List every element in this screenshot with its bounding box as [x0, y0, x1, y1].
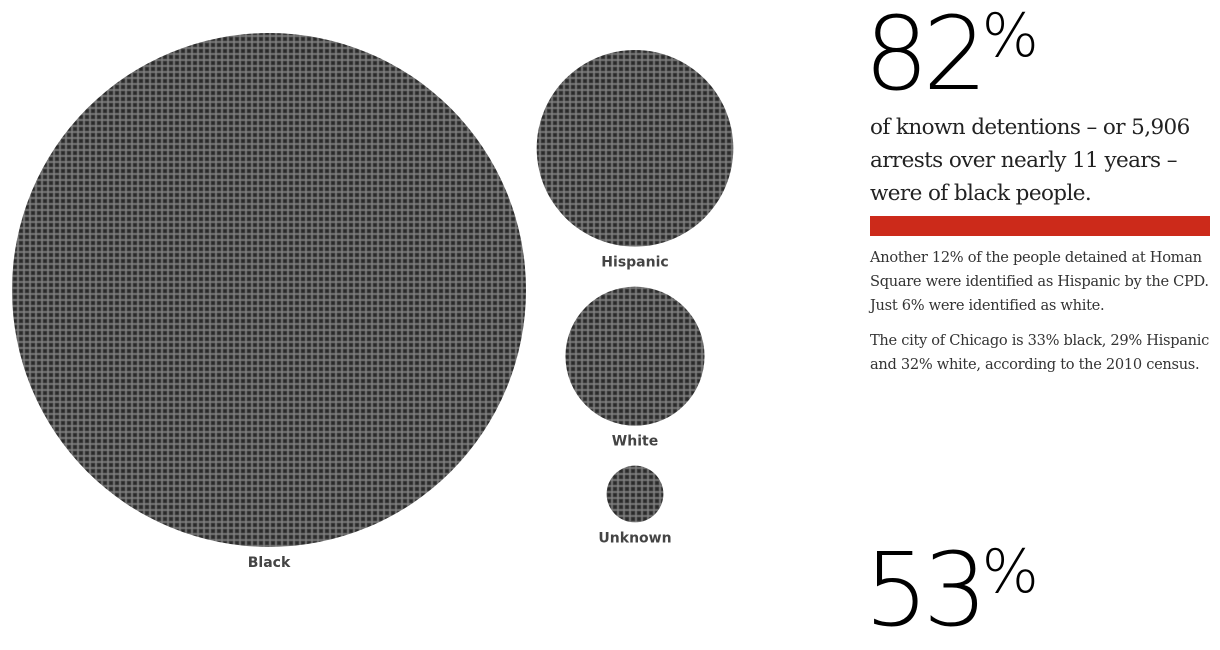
bubble-chart: Black Hispanic White Unknown — [12, 33, 734, 571]
stat1-number: 82 — [864, 0, 988, 114]
label-hispanic: Hispanic — [601, 255, 668, 271]
stat-82-percent: 82% — [864, 4, 1039, 106]
stat2-percent-sign: % — [981, 537, 1039, 607]
label-unknown: Unknown — [598, 530, 671, 546]
bubble-hispanic — [536, 50, 734, 247]
paragraph-census: The city of Chicago is 33% black, 29% Hi… — [870, 332, 1210, 373]
red-accent-bar — [870, 216, 1210, 236]
bubble-black — [12, 33, 526, 547]
label-white: White — [612, 434, 658, 450]
label-black: Black — [248, 555, 291, 571]
stat2-number: 53 — [864, 531, 988, 650]
stat1-percent-sign: % — [981, 1, 1039, 71]
bubble-unknown — [606, 465, 664, 523]
bubble-white — [565, 286, 705, 426]
stat-53-percent: 53% — [864, 540, 1039, 642]
label-group: Black Hispanic White Unknown — [248, 255, 672, 571]
circle-group — [12, 33, 734, 547]
stat1-lede: of known detentions – or 5,906 arrests o… — [870, 115, 1190, 206]
paragraph-hispanic-white: Another 12% of the people detained at Ho… — [870, 249, 1209, 314]
